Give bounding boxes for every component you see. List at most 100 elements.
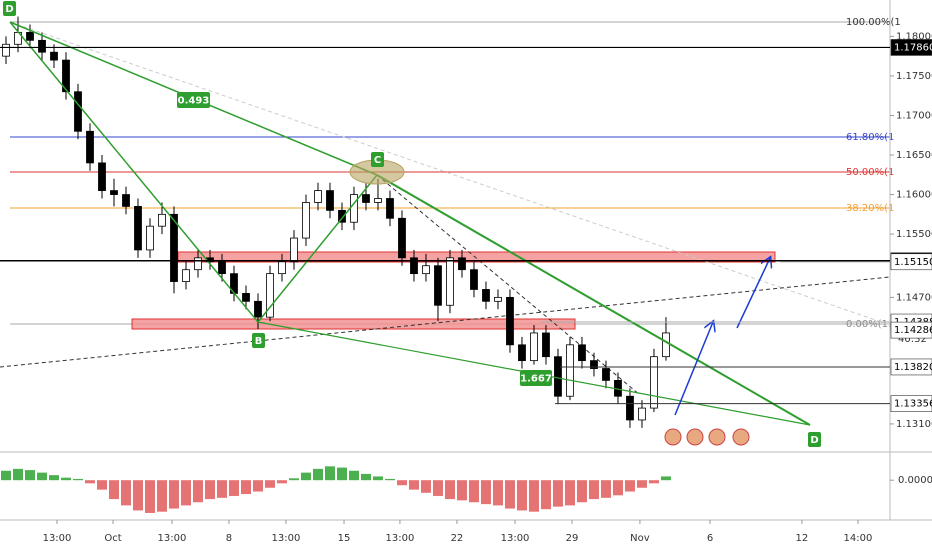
price-tag	[890, 358, 932, 376]
x-tick-label: 13:00	[43, 533, 72, 544]
candle-body	[506, 296, 514, 346]
histogram-bar	[324, 466, 335, 481]
trend-line	[9, 21, 891, 326]
candle-body	[242, 293, 250, 302]
candle-body	[146, 225, 154, 251]
histogram-bar	[96, 480, 107, 490]
histogram-bar	[60, 477, 71, 481]
fib-label: 61.80%(1	[846, 132, 894, 143]
candle-body	[38, 39, 46, 53]
axes: 1.18000 1.17500 1.17000 1.16500 1.16000 1.155…	[0, 31, 932, 544]
x-tick-label: 13:00	[501, 533, 530, 544]
pattern-leg	[9, 21, 259, 323]
histogram-bar	[408, 480, 419, 490]
histogram-bar	[228, 480, 239, 496]
event-icon	[686, 428, 704, 446]
candle-body	[2, 43, 10, 57]
candle-body	[650, 356, 658, 409]
trend-line	[376, 174, 641, 396]
x-tick-label: 12	[796, 533, 809, 544]
histogram-bar	[288, 478, 299, 481]
event-icons	[664, 428, 750, 446]
oscillator: 0.0000	[0, 466, 932, 513]
histogram-bar	[564, 480, 575, 506]
candle-body	[278, 261, 286, 275]
histogram-bar	[108, 480, 119, 500]
event-icon	[664, 428, 682, 446]
candle-body	[302, 202, 310, 239]
ratio-tag	[520, 370, 552, 386]
candle-body	[122, 194, 130, 207]
histogram-bar	[192, 480, 203, 503]
x-tick-label: Oct	[104, 533, 121, 544]
histogram-bar	[480, 480, 491, 505]
histogram-bar	[348, 470, 359, 481]
candle-body	[542, 332, 550, 358]
pattern-leg	[257, 174, 378, 323]
price-tag	[890, 39, 932, 56]
price-tag-label: 1.13820	[894, 362, 932, 373]
histogram-bar	[360, 473, 371, 481]
candle-body	[182, 269, 190, 282]
countdown: 40:32	[898, 334, 927, 345]
candle-body	[410, 257, 418, 275]
ratio-label: 0.493	[178, 96, 210, 107]
histogram-bar	[84, 480, 95, 484]
fib-label: 100.00%(1	[846, 17, 901, 28]
candle-body	[602, 368, 610, 381]
candle-body	[266, 273, 274, 318]
candle-body	[518, 344, 526, 362]
candle-body	[254, 300, 262, 318]
histogram-bar	[216, 480, 227, 498]
histogram-bar	[456, 480, 467, 501]
histogram-bar	[264, 480, 275, 488]
candle-body	[374, 198, 382, 203]
candle-body	[638, 407, 646, 421]
fib-label: 50.00%(1	[846, 167, 894, 178]
price-tag-label: 1.15150	[894, 257, 932, 268]
x-tick-label: 22	[451, 533, 464, 544]
projection-arrow	[674, 322, 713, 416]
candle-body	[314, 190, 322, 203]
histogram-bar	[12, 468, 23, 481]
pattern-label: D	[810, 435, 818, 446]
histogram-bar	[540, 480, 551, 510]
event-icon	[732, 428, 750, 446]
histogram-bar	[72, 478, 83, 481]
candle-body	[290, 237, 298, 263]
histogram-bar	[516, 480, 527, 511]
histogram-bar	[336, 467, 347, 481]
histogram-bar	[588, 480, 599, 500]
candle-body	[218, 261, 226, 275]
histogram-bar	[156, 480, 167, 512]
candle-body	[74, 91, 82, 132]
histogram-bar	[492, 480, 503, 506]
histogram-bar	[168, 480, 179, 509]
candles	[2, 16, 670, 428]
x-tick-label: 14:00	[844, 533, 873, 544]
histogram-bar	[432, 480, 443, 496]
y-tick-label: 1.16000	[896, 190, 932, 201]
candle-body	[434, 265, 442, 306]
histogram-bar	[240, 480, 251, 495]
ratio-tag	[177, 92, 210, 108]
event-icon	[708, 428, 726, 446]
y-tick-label: 1.17000	[896, 110, 932, 121]
histogram-bar	[180, 480, 191, 506]
candle-body	[458, 257, 466, 271]
histogram-bar	[204, 480, 215, 500]
price-tag	[890, 253, 932, 271]
candle-body	[98, 162, 106, 191]
price-tag-label: 1.17860	[894, 42, 932, 53]
histogram-bar	[504, 480, 515, 509]
ratio-label: 1.667	[520, 374, 552, 385]
candle-body	[494, 296, 502, 302]
support-zone	[131, 318, 576, 330]
candle-body	[110, 190, 118, 195]
candle-body	[554, 356, 562, 397]
candle-body	[194, 257, 202, 271]
histogram-bar	[24, 470, 35, 481]
candle-body	[26, 32, 34, 41]
histogram-bar	[0, 470, 11, 481]
